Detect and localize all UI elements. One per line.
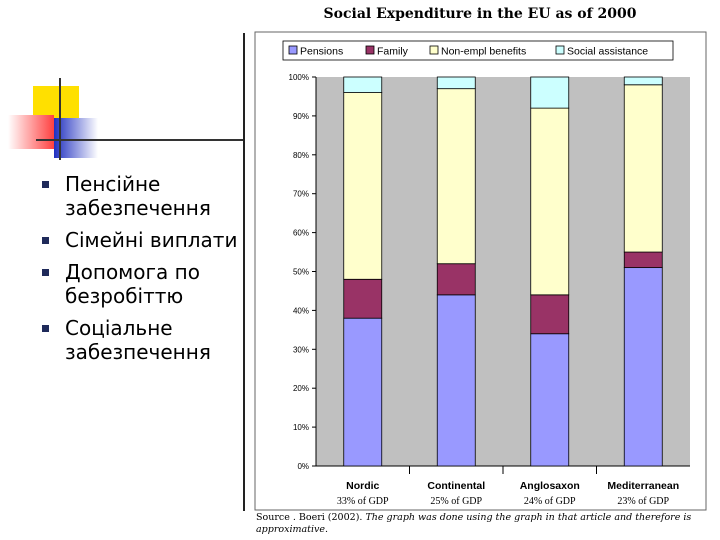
source-note: Source . Boeri (2002). The graph was don… bbox=[256, 512, 711, 536]
bar-segment bbox=[343, 76, 383, 93]
x-tick-label: Nordic bbox=[346, 480, 379, 492]
bullet-square-icon bbox=[42, 181, 49, 188]
legend-swatch bbox=[365, 45, 375, 55]
y-tick-label: 0% bbox=[297, 462, 309, 471]
source-italic: The graph was done using the graph in th… bbox=[256, 512, 692, 535]
bars bbox=[343, 76, 663, 467]
y-tick-label: 50% bbox=[293, 268, 309, 277]
y-tick-label: 60% bbox=[293, 229, 309, 238]
legend-swatch bbox=[429, 45, 439, 55]
bar-segment bbox=[436, 88, 476, 265]
y-tick-label: 40% bbox=[293, 306, 309, 315]
bar-segment bbox=[530, 76, 570, 109]
decor-chart-edge-line bbox=[243, 33, 245, 511]
legend-label: Family bbox=[377, 46, 409, 58]
bar-segment bbox=[343, 317, 383, 467]
y-tick-label: 30% bbox=[293, 345, 309, 354]
bar-segment bbox=[623, 76, 663, 86]
y-tick-label: 10% bbox=[293, 423, 309, 432]
legend-swatch bbox=[288, 45, 298, 55]
bar-segment bbox=[436, 76, 476, 90]
legend-label: Pensions bbox=[300, 46, 343, 58]
bullet-square-icon bbox=[42, 325, 49, 332]
decor-red-square bbox=[8, 115, 54, 149]
y-tick-label: 20% bbox=[293, 384, 309, 393]
bar-segment bbox=[623, 251, 663, 269]
bullet-item: Сімейні виплати bbox=[40, 228, 250, 252]
bar-segment bbox=[343, 278, 383, 319]
legend-swatch bbox=[555, 45, 565, 55]
bullet-text: Пенсійне забезпечення bbox=[65, 172, 211, 220]
legend: Pensions Family Non-empl benefits Social as… bbox=[282, 40, 674, 61]
bullet-text: Сімейні виплати bbox=[65, 228, 238, 252]
bar-segment bbox=[530, 333, 570, 467]
decor-horizontal-line bbox=[36, 139, 244, 141]
bullet-square-icon bbox=[42, 269, 49, 276]
bar-segment bbox=[530, 294, 570, 335]
legend-label: Social assistance bbox=[567, 46, 648, 58]
x-sublabel: 33% of GDP bbox=[337, 496, 389, 507]
x-sublabel: 24% of GDP bbox=[524, 496, 576, 507]
bar-segment bbox=[436, 263, 476, 296]
bar-segment bbox=[343, 92, 383, 280]
bullet-square-icon bbox=[42, 237, 49, 244]
bullet-text: Соціальне забезпечення bbox=[65, 316, 211, 364]
decor-vertical-line bbox=[59, 78, 61, 160]
bullet-item: Пенсійне забезпечення bbox=[40, 172, 250, 220]
chart-title: Social Expenditure in the EU as of 2000 bbox=[323, 6, 637, 22]
x-axis: Nordic 33% of GDP Continental 25% of GDP Ang… bbox=[337, 466, 679, 507]
x-sublabel: 23% of GDP bbox=[617, 496, 669, 507]
x-tick-label: Continental bbox=[427, 480, 485, 492]
x-tick-label: Anglosaxon bbox=[520, 480, 580, 492]
y-tick-label: 80% bbox=[293, 151, 309, 160]
x-sublabel: 25% of GDP bbox=[430, 496, 482, 507]
y-tick-label: 70% bbox=[293, 190, 309, 199]
bar-segment bbox=[530, 107, 570, 296]
bar-segment bbox=[623, 84, 663, 253]
bullet-text: Допомога по безробіттю bbox=[65, 260, 200, 308]
bar-segment bbox=[623, 267, 663, 467]
source-prefix: Source . Boeri (2002). bbox=[256, 512, 363, 523]
legend-label: Non-empl benefits bbox=[441, 46, 526, 58]
bar-segment bbox=[436, 294, 476, 467]
y-tick-label: 90% bbox=[293, 112, 309, 121]
legend-box bbox=[282, 40, 674, 61]
x-tick-label: Mediterranean bbox=[607, 480, 679, 492]
bullet-list: Пенсійне забезпечення Сімейні виплати До… bbox=[40, 172, 250, 372]
bullet-item: Допомога по безробіттю bbox=[40, 260, 250, 308]
decor-blue-square bbox=[54, 118, 98, 158]
bullet-item: Соціальне забезпечення bbox=[40, 316, 250, 364]
y-tick-label: 100% bbox=[289, 73, 309, 82]
